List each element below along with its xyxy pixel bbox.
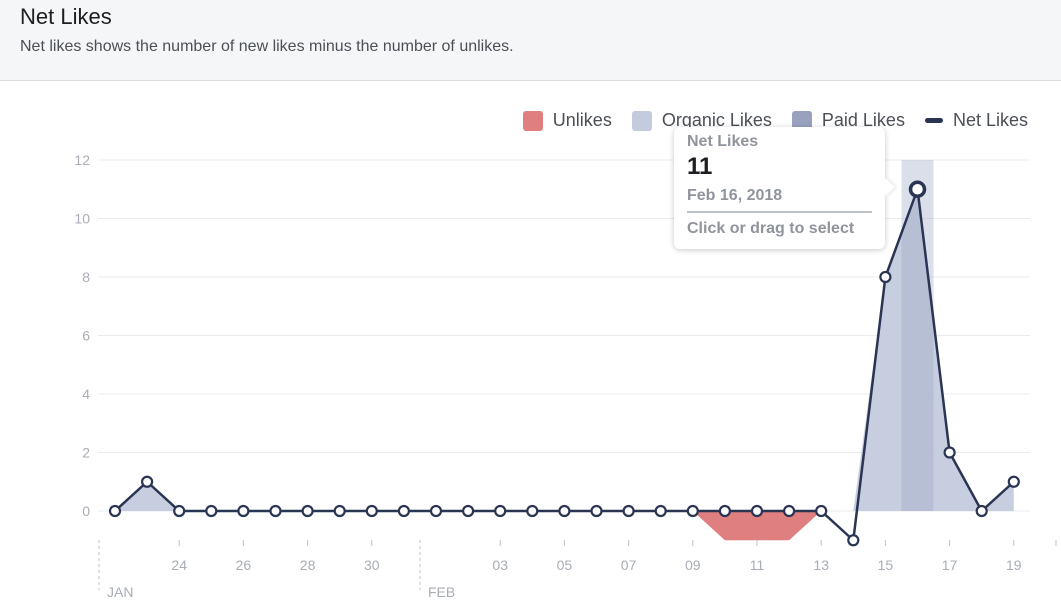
legend-label-organic-likes: Organic Likes bbox=[661, 110, 772, 130]
data-point bbox=[558, 504, 571, 518]
x-tick-label: 24 bbox=[171, 557, 187, 573]
x-tick-label: 03 bbox=[492, 557, 508, 573]
x-tick-label: 30 bbox=[364, 557, 380, 573]
y-tick-label: 0 bbox=[82, 503, 90, 519]
data-point bbox=[429, 504, 443, 518]
x-tick-label: 05 bbox=[557, 557, 573, 573]
x-tick-label: 11 bbox=[750, 557, 765, 573]
tooltip-label: Net Likes bbox=[687, 133, 759, 150]
tooltip-value: 11 bbox=[687, 153, 713, 180]
x-tick-label: 07 bbox=[621, 557, 637, 573]
data-point bbox=[237, 504, 250, 518]
net-likes-line-icon bbox=[924, 118, 943, 123]
x-tick-label: 19 bbox=[1006, 557, 1022, 573]
x-tick-label: 13 bbox=[813, 557, 829, 573]
page-title: Net Likes bbox=[20, 4, 112, 29]
unlikes-area bbox=[692, 511, 822, 541]
month-label: FEB bbox=[428, 584, 455, 600]
y-tick-label: 8 bbox=[82, 269, 90, 285]
data-point bbox=[815, 504, 828, 518]
data-point bbox=[847, 534, 860, 547]
data-point bbox=[108, 504, 122, 518]
data-point bbox=[943, 446, 956, 459]
data-point bbox=[173, 504, 186, 518]
chart-legend: Unlikes Organic Likes Paid Likes Net Lik… bbox=[503, 110, 1028, 131]
legend-label-net-likes: Net Likes bbox=[952, 110, 1028, 130]
data-point bbox=[526, 504, 539, 518]
data-point bbox=[141, 475, 154, 488]
data-point bbox=[718, 504, 732, 518]
unlikes-swatch-icon bbox=[522, 110, 543, 131]
paid-likes-area bbox=[901, 160, 934, 511]
x-tick-label: 17 bbox=[942, 557, 958, 573]
y-tick-label: 6 bbox=[82, 328, 90, 344]
header: Net Likes Net likes shows the number of … bbox=[0, 0, 1061, 81]
chart-tooltip: Net Likes 11 Feb 16, 2018 Click or drag … bbox=[674, 127, 885, 249]
data-point bbox=[301, 504, 314, 518]
data-point bbox=[879, 270, 892, 284]
y-tick-label: 12 bbox=[74, 152, 90, 168]
data-point bbox=[782, 504, 796, 518]
legend-label-unlikes: Unlikes bbox=[552, 110, 612, 130]
data-point bbox=[908, 180, 927, 198]
data-point bbox=[975, 504, 988, 518]
x-tick-label: 09 bbox=[685, 557, 701, 573]
x-tick-label: 15 bbox=[878, 557, 894, 573]
paid-likes-swatch-icon bbox=[791, 110, 812, 131]
data-point bbox=[494, 504, 507, 518]
legend-item-net-likes[interactable]: Net Likes bbox=[924, 110, 1028, 131]
data-point bbox=[269, 504, 282, 518]
legend-item-unlikes[interactable]: Unlikes bbox=[522, 110, 612, 131]
x-tick-label: 26 bbox=[236, 557, 252, 573]
y-tick-label: 2 bbox=[82, 445, 90, 461]
data-point bbox=[365, 504, 378, 518]
tooltip-hint: Click or drag to select bbox=[687, 220, 855, 237]
page-subtitle: Net likes shows the number of new likes … bbox=[20, 38, 514, 55]
data-point bbox=[686, 504, 699, 518]
data-point bbox=[205, 504, 218, 518]
organic-likes-area bbox=[115, 189, 1014, 511]
data-point bbox=[397, 504, 410, 518]
data-point bbox=[750, 504, 764, 518]
y-tick-label: 4 bbox=[82, 386, 90, 402]
data-point bbox=[333, 504, 346, 518]
data-point bbox=[1007, 475, 1020, 488]
y-tick-label: 10 bbox=[74, 211, 90, 227]
tooltip-date: Feb 16, 2018 bbox=[687, 187, 872, 213]
legend-item-paid-likes[interactable]: Paid Likes bbox=[791, 110, 905, 131]
data-point bbox=[462, 504, 475, 518]
legend-item-organic-likes[interactable]: Organic Likes bbox=[631, 110, 772, 131]
data-point bbox=[654, 504, 667, 518]
x-tick-label: 28 bbox=[300, 557, 316, 573]
data-point bbox=[590, 504, 603, 518]
legend-label-paid-likes: Paid Likes bbox=[821, 110, 905, 130]
month-label: JAN bbox=[107, 584, 133, 600]
data-point bbox=[622, 504, 635, 518]
organic-likes-swatch-icon bbox=[631, 110, 652, 131]
